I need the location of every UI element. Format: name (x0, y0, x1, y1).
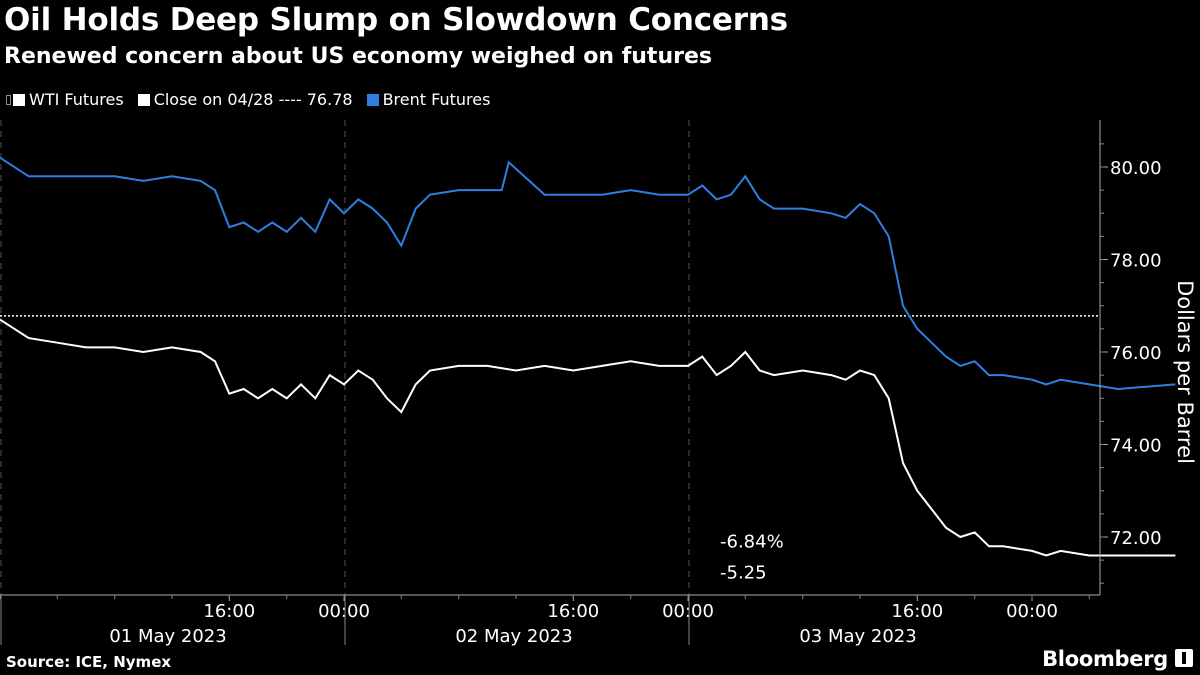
annotation-change-abs: -5.25 (720, 563, 767, 584)
bloomberg-terminal-icon (1175, 649, 1193, 667)
y-tick-label: 76.00 (1110, 343, 1162, 364)
x-date-label: 02 May 2023 (455, 626, 572, 647)
y-tick-label: 80.00 (1110, 158, 1162, 179)
series-line-brent (0, 156, 1176, 391)
legend-item-brent[interactable]: Brent Futures (366, 90, 491, 109)
x-tick-label: 16:00 (891, 601, 943, 622)
pin-icon (6, 94, 11, 105)
legend-label-close: Close on 04/28 ---- 76.78 (153, 90, 353, 109)
x-tick-label: 00:00 (318, 601, 370, 622)
x-tick-label: 16:00 (547, 601, 599, 622)
x-tick-label: 00:00 (1006, 601, 1058, 622)
legend-label-brent: Brent Futures (382, 90, 491, 109)
chart-subtitle: Renewed concern about US economy weighed… (4, 44, 712, 69)
y-tick-label: 72.00 (1110, 528, 1162, 549)
legend-swatch-wti (13, 93, 25, 106)
x-date-label: 03 May 2023 (799, 626, 916, 647)
y-axis-label: Dollars per Barrel (1173, 280, 1197, 464)
legend-swatch-brent (366, 93, 379, 106)
y-tick-label: 78.00 (1110, 251, 1162, 272)
grid-lines (0, 120, 690, 595)
series-line-wti (0, 318, 1176, 557)
x-date-label: 01 May 2023 (109, 626, 226, 647)
x-axis-ticks: 16:00 00:00 16:00 00:00 16:00 00:00 01 May 202… (0, 595, 1090, 647)
x-tick-label: 16:00 (203, 601, 255, 622)
x-tick-label: 00:00 (662, 601, 714, 622)
y-axis-ticks: 80.00 78.00 76.00 74.00 72.00 (1100, 143, 1162, 584)
legend: WTI Futures Close on 04/28 ---- 76.78 Br… (6, 90, 504, 109)
legend-label-wti: WTI Futures (29, 90, 124, 109)
brand-logo: Bloomberg (1042, 647, 1168, 671)
legend-swatch-close (137, 93, 150, 106)
legend-item-wti[interactable]: WTI Futures (6, 90, 124, 109)
annotation-change-pct: -6.84% (720, 532, 784, 553)
legend-item-close[interactable]: Close on 04/28 ---- 76.78 (137, 90, 353, 109)
y-tick-label: 74.00 (1110, 436, 1162, 457)
source-note: Source: ICE, Nymex (6, 653, 172, 671)
chart-title: Oil Holds Deep Slump on Slowdown Concern… (4, 2, 788, 38)
